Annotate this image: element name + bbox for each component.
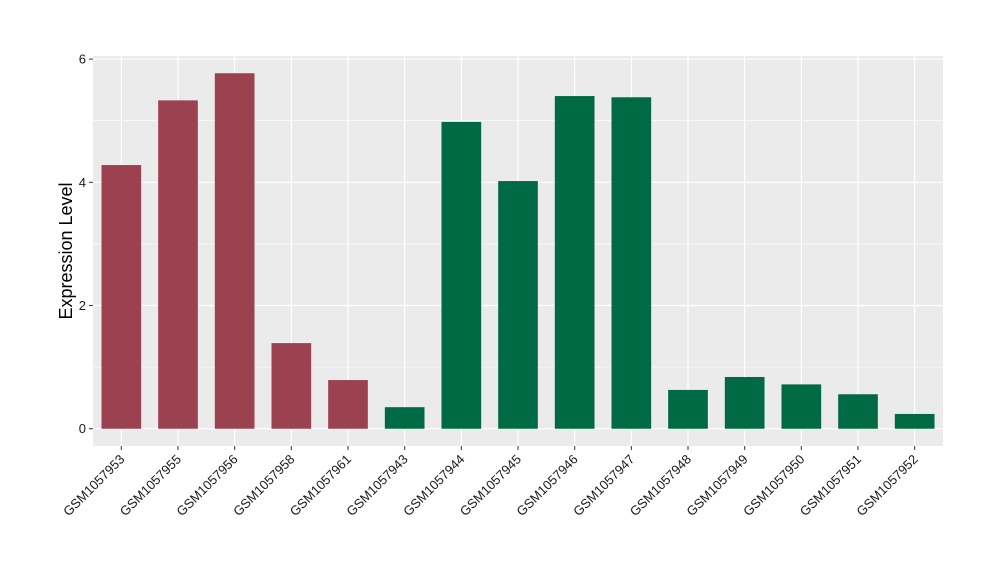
y-axis: 0 2 4 6 [79,52,93,436]
bar-GSM1057948 [668,389,708,429]
bar-GSM1057953 [101,165,142,429]
y-tick-label: 4 [79,175,86,190]
bar-GSM1057958 [271,343,312,429]
y-axis-title: Expression Level [56,182,76,319]
x-axis: GSM1057953GSM1057955GSM1057956GSM1057958… [60,446,921,519]
bar-GSM1057961 [328,380,368,429]
bar-GSM1057952 [894,413,935,429]
y-tick-label: 0 [79,421,86,436]
bar-GSM1057955 [158,100,198,429]
bar-GSM1057947 [611,97,652,429]
bar-GSM1057950 [781,384,822,429]
bar-GSM1057945 [498,181,538,429]
bar-GSM1057951 [838,394,878,429]
y-tick-label: 2 [79,298,86,313]
bar-GSM1057943 [384,407,425,429]
y-tick-label: 6 [79,52,86,67]
bar-GSM1057944 [441,121,482,429]
bar-GSM1057956 [214,73,255,429]
bar-GSM1057949 [724,376,765,429]
bar-GSM1057946 [554,96,595,429]
bars [101,73,935,429]
